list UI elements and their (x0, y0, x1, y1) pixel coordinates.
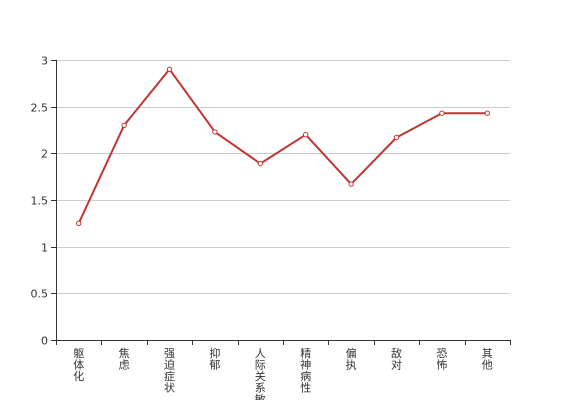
x-category-label: 恐怖 (436, 347, 447, 372)
x-category-label: 强迫症状 (164, 347, 175, 395)
y-tick-labels: 0 0.5 1 1.5 2 2.5 3 (31, 55, 49, 348)
x-category-label: 偏执 (346, 346, 357, 372)
data-point[interactable] (76, 220, 82, 227)
data-point[interactable] (212, 129, 218, 135)
data-point[interactable] (257, 160, 263, 167)
data-point[interactable] (393, 134, 400, 141)
y-tick-label: 0.5 (31, 288, 49, 301)
series-line (77, 68, 488, 224)
data-point[interactable] (439, 110, 445, 116)
x-category-label: 人际关系敏感 (255, 347, 266, 400)
x-category-label: 精神病性 (300, 347, 311, 395)
x-tick-labels: 躯体化 焦虑 强迫症状 抑郁 人际关系敏感 精神病性 偏执 敌对 恐怖 其他 (73, 346, 493, 400)
y-tick-label: 0 (41, 335, 48, 348)
x-category-label: 焦虑 (119, 347, 130, 372)
data-point[interactable] (484, 110, 490, 116)
grid-lines (56, 60, 510, 294)
y-tick-label: 1 (41, 242, 48, 255)
series-layer (76, 66, 490, 227)
x-category-label: 躯体化 (73, 347, 84, 383)
y-tick-label: 3 (41, 55, 48, 68)
x-category-label: 抑郁 (209, 346, 220, 372)
x-category-label: 敌对 (391, 346, 402, 372)
y-tick-label: 1.5 (31, 195, 49, 208)
axes (51, 60, 511, 345)
y-tick-label: 2.5 (31, 102, 49, 115)
x-category-label: 其他 (482, 347, 493, 372)
data-point[interactable] (348, 181, 354, 187)
data-point[interactable] (303, 132, 309, 138)
data-point[interactable] (166, 66, 173, 73)
y-tick-label: 2 (41, 148, 48, 161)
data-point[interactable] (121, 122, 127, 129)
